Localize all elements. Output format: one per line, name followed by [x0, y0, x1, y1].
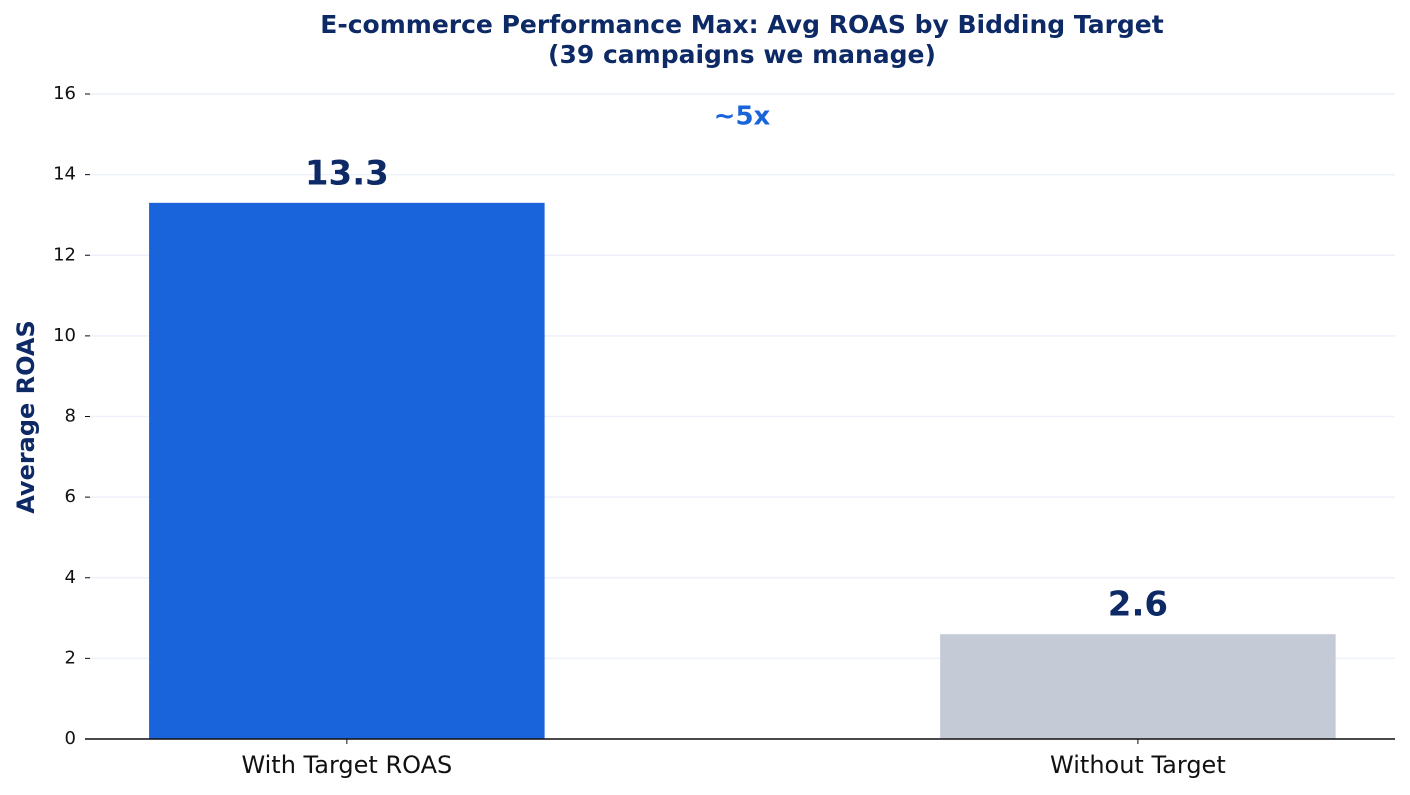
y-tick-label: 12 [53, 244, 76, 265]
y-tick-label: 14 [53, 164, 76, 185]
y-tick-label: 16 [53, 83, 76, 104]
bar [149, 202, 545, 739]
x-tick-label: With Target ROAS [241, 751, 452, 779]
x-tick-label: Without Target [1050, 751, 1226, 779]
chart-subtitle: (39 campaigns we manage) [548, 40, 936, 69]
y-tick-label: 10 [53, 325, 76, 346]
y-tick-label: 0 [65, 728, 76, 749]
y-tick-label: 2 [65, 647, 76, 668]
bar [940, 634, 1336, 739]
annotation: ~5x [714, 102, 771, 132]
y-tick-label: 4 [65, 567, 76, 588]
value-label: 2.6 [1108, 585, 1168, 625]
chart-title: E-commerce Performance Max: Avg ROAS by … [320, 10, 1163, 39]
value-label: 13.3 [305, 153, 389, 193]
y-tick-label: 6 [65, 486, 76, 507]
y-tick-label: 8 [65, 406, 76, 427]
y-axis-label: Average ROAS [12, 320, 40, 514]
